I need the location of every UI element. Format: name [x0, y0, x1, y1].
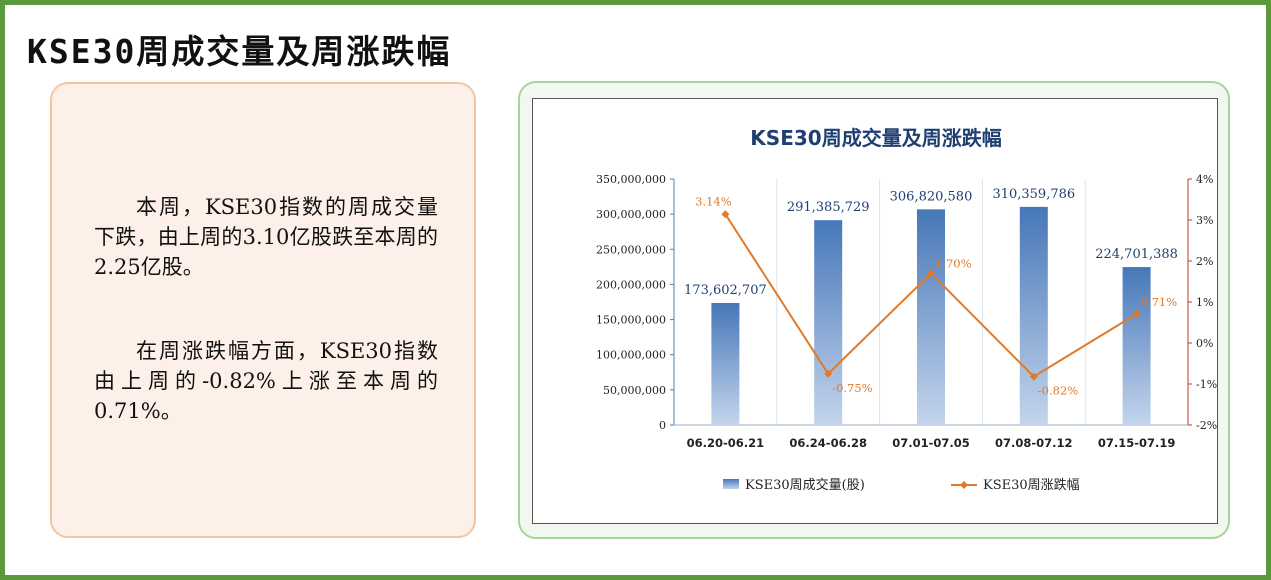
- right-axis-tick-label: 1%: [1196, 296, 1213, 309]
- left-axis-tick-label: 0: [659, 419, 666, 432]
- x-axis-tick-label: 07.08-07.12: [995, 436, 1073, 450]
- legend-label-change: KSE30周涨跌幅: [983, 477, 1080, 493]
- change-point: [1029, 372, 1038, 381]
- volume-bar-label: 173,602,707: [684, 283, 767, 298]
- volume-bar: [1019, 206, 1048, 425]
- volume-bar: [711, 302, 740, 425]
- chart-title: KSE30周成交量及周涨跌幅: [750, 126, 1001, 150]
- summary-paragraph-change: 在周涨跌幅方面，KSE30指数由上周的-0.82%上涨至本周的0.71%。: [94, 339, 438, 423]
- page-title: KSE30周成交量及周涨跌幅: [27, 32, 452, 71]
- legend-label-volume: KSE30周成交量(股): [745, 477, 865, 493]
- change-point-label: 1.70%: [935, 256, 972, 270]
- legend-marker-change: [960, 481, 968, 489]
- summary-paragraph-volume: 本周，KSE30指数的周成交量下跌，由上周的3.10亿股跌至本周的2.25亿股。: [94, 195, 438, 279]
- change-point-label: -0.75%: [832, 381, 872, 395]
- left-axis-tick-label: 100,000,000: [596, 349, 666, 362]
- change-point-label: 0.71%: [1141, 295, 1178, 309]
- left-axis-tick-label: 150,000,000: [596, 314, 666, 327]
- chart-panel: KSE30周成交量及周涨跌幅 0 50,000,000 100,000,000 150…: [532, 98, 1218, 524]
- change-point-label: -0.82%: [1038, 384, 1078, 398]
- volume-bar-label: 291,385,729: [787, 200, 870, 215]
- right-axis-tick-label: -2%: [1196, 419, 1217, 432]
- combo-chart: KSE30周成交量及周涨跌幅 0 50,000,000 100,000,000 150…: [596, 126, 1217, 493]
- volume-bar-label: 224,701,388: [1095, 247, 1178, 262]
- right-axis-tick-label: -1%: [1196, 378, 1217, 391]
- right-axis-tick-label: 0%: [1196, 337, 1213, 350]
- volume-bar-label: 310,359,786: [992, 187, 1075, 202]
- change-point: [1132, 309, 1141, 318]
- left-axis-tick-label: 300,000,000: [596, 208, 666, 221]
- x-axis-tick-label: 07.01-07.05: [892, 436, 970, 450]
- x-axis-tick-label: 07.15-07.19: [1098, 436, 1176, 450]
- left-axis-tick-label: 350,000,000: [596, 173, 666, 186]
- change-point: [721, 210, 730, 219]
- x-axis-tick-label: 06.20-06.21: [687, 436, 765, 450]
- change-point-label: 3.14%: [695, 194, 732, 208]
- volume-bar: [917, 209, 945, 425]
- left-axis-tick-label: 50,000,000: [603, 384, 666, 397]
- left-axis-tick-label: 200,000,000: [596, 278, 666, 291]
- chart-card: KSE30周成交量及周涨跌幅 0 50,000,000 100,000,000 150…: [518, 81, 1230, 539]
- right-axis-tick-label: 3%: [1196, 214, 1213, 227]
- change-point: [927, 269, 935, 278]
- legend-swatch-volume: [723, 479, 739, 489]
- volume-bar: [814, 220, 843, 425]
- volume-bar: [1122, 267, 1151, 425]
- right-axis-tick-label: 2%: [1196, 255, 1213, 268]
- change-point: [824, 369, 833, 378]
- volume-bar-label: 306,820,580: [890, 189, 973, 204]
- x-axis-tick-label: 06.24-06.28: [789, 436, 867, 450]
- right-axis-tick-label: 4%: [1196, 173, 1213, 186]
- left-axis-tick-label: 250,000,000: [596, 243, 666, 256]
- summary-card: 本周，KSE30指数的周成交量下跌，由上周的3.10亿股跌至本周的2.25亿股。…: [50, 82, 476, 538]
